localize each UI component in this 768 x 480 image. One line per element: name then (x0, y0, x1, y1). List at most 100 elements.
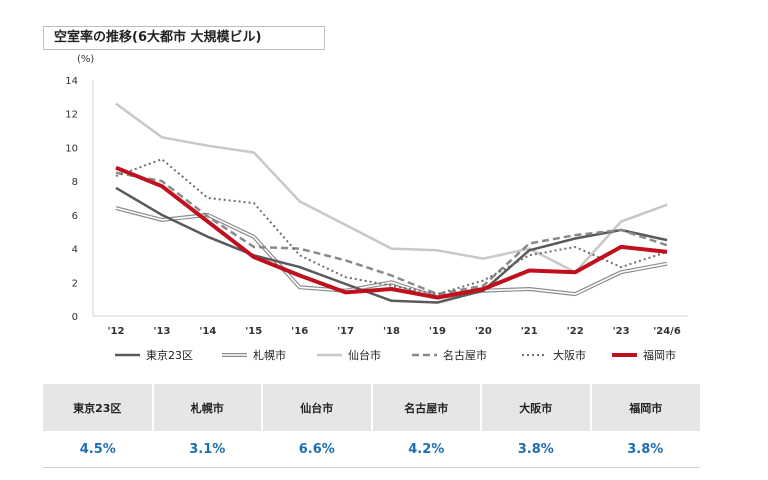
summary-header-fukuoka: 福岡市 (589, 384, 700, 431)
series-0-point (574, 238, 576, 240)
chart-title: 空室率の推移(6大都市 大規模ビル) (43, 26, 325, 50)
series-5-point (115, 167, 117, 169)
series-5-point (437, 297, 439, 299)
summary-table: 東京23区 札幌市 仙台市 名古屋市 大阪市 福岡市 4.5% 3.1% 6.6… (43, 384, 700, 468)
legend-label-4: 大阪市 (553, 348, 586, 362)
series-4-point (207, 197, 209, 199)
summary-value-sapporo: 3.1% (152, 431, 262, 468)
x-tick-label: '15 (245, 326, 262, 337)
series-5-point (574, 271, 576, 273)
series-3-point (253, 246, 255, 248)
series-5-point (666, 251, 668, 253)
series-0-point (528, 249, 530, 251)
series-4-point (161, 158, 163, 160)
series-2-point (253, 152, 255, 154)
series-1-point (574, 293, 576, 295)
series-2-point (666, 204, 668, 206)
series-2-point (483, 258, 485, 260)
series-4-line (115, 158, 668, 296)
series-1-point (299, 287, 301, 289)
legend-label-5: 福岡市 (643, 348, 676, 362)
series-3-point (299, 248, 301, 250)
series-2-point (207, 145, 209, 147)
summary-header-sendai: 仙台市 (261, 384, 372, 431)
y-tick-label: 12 (65, 110, 78, 121)
x-tick-label: '20 (475, 326, 492, 337)
y-tick-label: 2 (72, 278, 78, 289)
series-4-point (574, 246, 576, 248)
summary-value-tokyo: 4.5% (43, 431, 153, 468)
series-3-point (483, 285, 485, 287)
series-1-line-inner (115, 207, 668, 299)
series-0-point (345, 283, 347, 285)
series-3-point (391, 275, 393, 277)
series-0-point (666, 239, 668, 241)
series-2-point (345, 224, 347, 226)
x-tick-label: '24/6 (653, 326, 681, 337)
series-2-point (620, 221, 622, 223)
series-5-line (115, 165, 668, 300)
x-tick-label: '16 (291, 326, 308, 337)
series-1-point (391, 281, 393, 283)
summary-value-nagoya: 4.2% (371, 431, 481, 468)
legend-label-0: 東京23区 (146, 348, 193, 362)
series-5-point (253, 256, 255, 258)
series-2-line (115, 102, 668, 274)
series-1-point (161, 219, 163, 221)
series-3-point (620, 229, 622, 231)
series-5-point (161, 185, 163, 187)
series-0-point (207, 236, 209, 238)
series-5-point (207, 221, 209, 223)
x-tick-label: '22 (567, 326, 584, 337)
series-0-point (161, 214, 163, 216)
series-5-point (528, 270, 530, 272)
y-axis-unit-label: (%) (77, 54, 94, 65)
series-0-point (391, 300, 393, 302)
series-0-point (437, 302, 439, 304)
summary-value-sendai: 6.6% (262, 431, 372, 468)
series-5-point (391, 288, 393, 290)
x-tick-label: '12 (108, 326, 125, 337)
y-tick-label: 4 (72, 245, 78, 256)
series-4-point (437, 293, 439, 295)
x-tick-label: '13 (153, 326, 170, 337)
series-5-point (345, 292, 347, 294)
series-5-point (620, 246, 622, 248)
summary-header-tokyo: 東京23区 (43, 384, 153, 431)
series-4-point (620, 266, 622, 268)
series-3-point (207, 216, 209, 218)
series-3-line (115, 171, 668, 296)
line-chart: (%) 0 2 4 6 8 10 12 14 '12 '13 '14 '15 '16 '17 '18 '19 '2… (65, 54, 688, 362)
series-5-point (483, 288, 485, 290)
y-tick-label: 0 (72, 312, 78, 323)
series-3-point (345, 260, 347, 262)
summary-value-fukuoka: 3.8% (590, 431, 700, 468)
series-2-point (391, 248, 393, 250)
series-2-point (161, 137, 163, 139)
y-tick-label: 10 (65, 143, 78, 154)
y-tick-label: 6 (72, 211, 78, 222)
x-tick-label: '18 (383, 326, 400, 337)
summary-header-nagoya: 名古屋市 (370, 384, 481, 431)
legend-label-2: 仙台市 (348, 348, 381, 362)
series-3-point (161, 180, 163, 182)
series-4-point (391, 285, 393, 287)
series-5-point (299, 275, 301, 277)
series-1-point (115, 207, 117, 209)
series-4-point (528, 255, 530, 257)
summary-header-osaka: 大阪市 (480, 384, 591, 431)
series-2-point (115, 103, 117, 105)
series-3-point (574, 234, 576, 236)
series-4-point (345, 276, 347, 278)
x-tick-label: '23 (613, 326, 630, 337)
x-tick-label: '14 (199, 326, 216, 337)
series-0-point (299, 266, 301, 268)
summary-value-osaka: 3.8% (481, 431, 591, 468)
series-1-line (115, 206, 668, 300)
series-3-point (115, 172, 117, 174)
series-4-point (115, 175, 117, 177)
legend-label-1: 札幌市 (253, 348, 286, 362)
y-tick-label: 14 (65, 76, 78, 87)
x-tick-label: '19 (429, 326, 446, 337)
x-tick-label: '21 (521, 326, 538, 337)
